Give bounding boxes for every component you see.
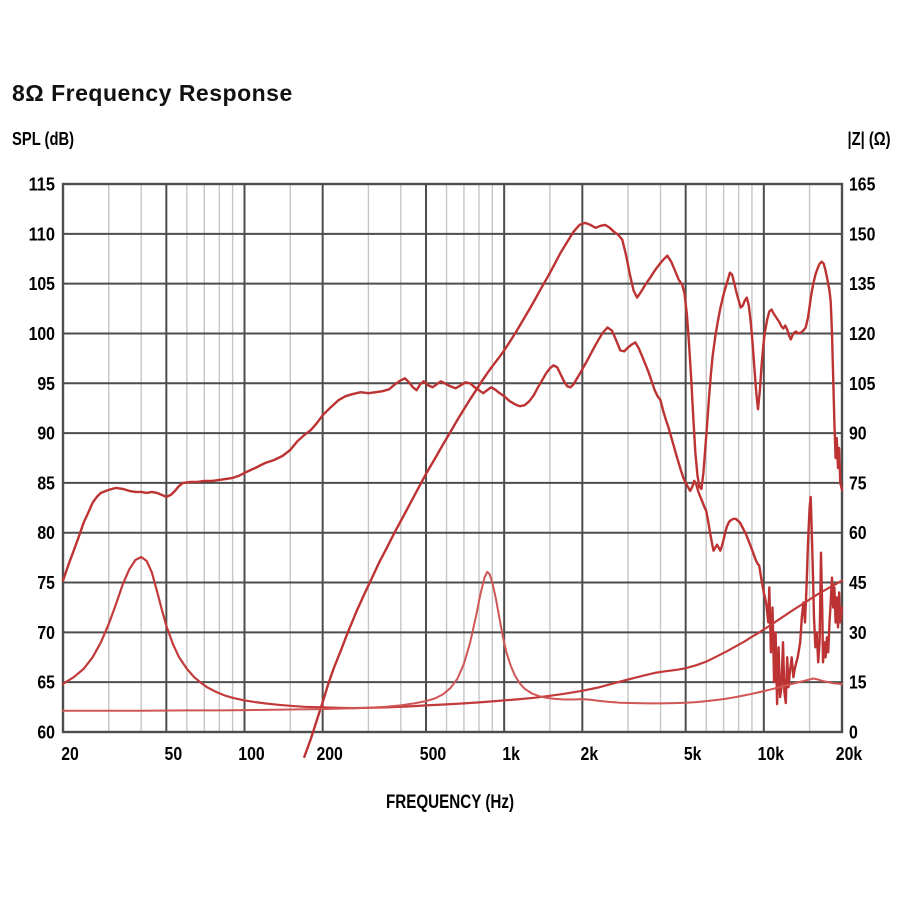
x-tick-label: 5k (684, 744, 702, 764)
x-tick-label: 10k (758, 744, 785, 764)
curve-impedance-lf-driver (61, 555, 844, 710)
chart-title: 8Ω Frequency Response (12, 80, 293, 106)
x-tick-label: 100 (238, 744, 264, 764)
curve-spl-lf-driver (61, 326, 844, 706)
y-left-tick-label: 90 (37, 424, 55, 444)
y-right-tick-label: 135 (849, 274, 875, 294)
x-tick-label: 200 (316, 744, 342, 764)
plot-border (61, 182, 844, 734)
y-right-tick-label: 75 (849, 473, 867, 493)
y-left-tick-label: 75 (37, 573, 55, 593)
y-left-tick-label: 110 (29, 224, 55, 244)
y-left-tick-label: 100 (29, 324, 55, 344)
y-right-tick-label: 45 (849, 573, 867, 593)
y-left-tick-label: 65 (37, 673, 55, 693)
x-tick-label: 20 (61, 744, 79, 764)
x-tick-label: 50 (165, 744, 183, 764)
y-right-tick-label: 15 (849, 673, 867, 693)
y-left-tick-label: 95 (37, 374, 55, 394)
y-right-tick-label: 60 (849, 523, 867, 543)
x-tick-label: 20k (836, 744, 863, 764)
x-tick-label: 2k (581, 744, 599, 764)
right-axis-label: |Z| (Ω) (846, 129, 890, 149)
y-left-tick-label: 70 (37, 623, 55, 643)
x-tick-label: 1k (502, 744, 520, 764)
y-right-tick-label: 150 (849, 224, 875, 244)
y-right-tick-label: 165 (849, 175, 875, 195)
y-left-tick-label: 105 (29, 274, 55, 294)
y-right-tick-label: 30 (849, 623, 867, 643)
y-right-tick-label: 90 (849, 424, 867, 444)
curve-impedance-hf-driver (62, 570, 843, 712)
x-axis-label: FREQUENCY (Hz) (385, 792, 515, 813)
y-right-tick-label: 105 (849, 374, 875, 394)
y-left-tick-label: 85 (37, 473, 55, 493)
x-tick-label: 500 (420, 744, 446, 764)
y-right-tick-label: 120 (849, 324, 875, 344)
curve-spl-hf-driver (303, 221, 844, 759)
y-right-tick-label: 0 (849, 723, 858, 743)
y-left-tick-label: 80 (37, 523, 55, 543)
frequency-response-chart: 1151101051009590858075706560165150135120… (29, 175, 876, 765)
left-axis-label: SPL (dB) (12, 129, 75, 149)
y-left-tick-label: 115 (29, 175, 55, 195)
y-left-tick-label: 60 (37, 723, 55, 743)
